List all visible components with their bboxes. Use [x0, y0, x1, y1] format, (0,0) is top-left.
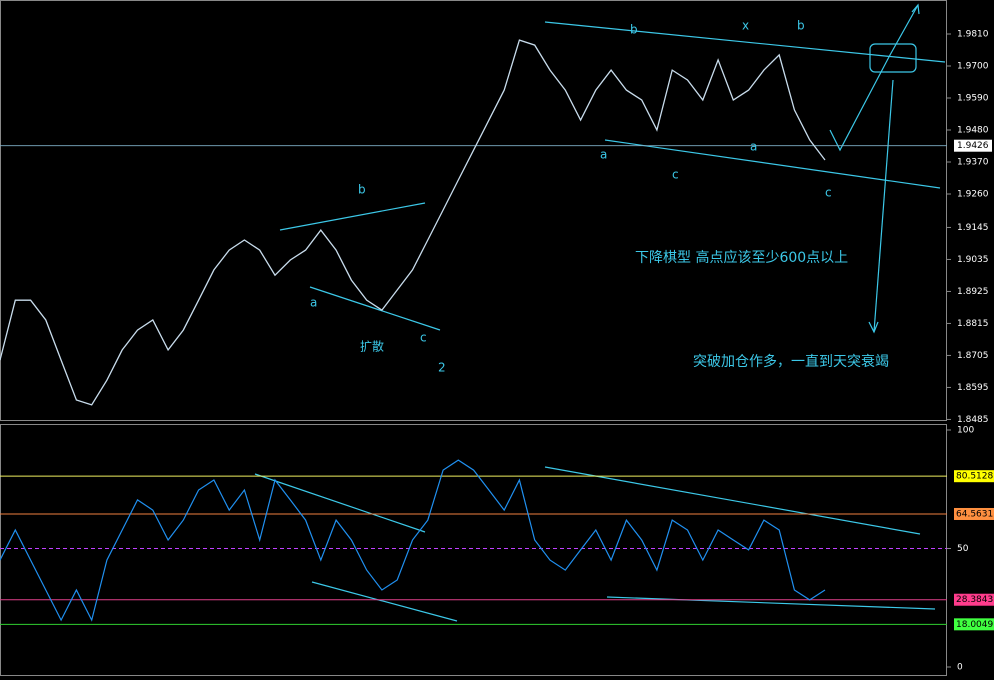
- trendline: [544, 466, 921, 535]
- annotation: b: [630, 23, 638, 37]
- annotation: c: [672, 168, 679, 182]
- arrow-down: [873, 79, 894, 333]
- annotation: 扩散: [360, 339, 384, 354]
- annotation: c: [825, 186, 832, 200]
- trendline: [606, 596, 936, 610]
- y-tick-label: 1.9700: [957, 61, 989, 71]
- level-box: [954, 507, 994, 520]
- y-tick-label: 1.8925: [957, 287, 989, 297]
- y-tick-label: 1.9810: [957, 30, 989, 40]
- price-line: [0, 39, 826, 406]
- annotation: b: [358, 183, 366, 197]
- level-box: [954, 470, 994, 483]
- highlight-box: [869, 43, 917, 73]
- y-tick-label: 1.9370: [957, 157, 989, 167]
- level-label: 18.0049: [956, 620, 993, 630]
- y-tick-label: 1.9480: [957, 125, 989, 135]
- y-tick-label: 1.8815: [957, 319, 989, 329]
- rsi-line: [0, 459, 826, 622]
- y-tick-label: 1.9145: [957, 223, 989, 233]
- annotation: 下降棋型 高点应该至少600点以上: [635, 249, 848, 266]
- price-frame: [0, 0, 947, 421]
- annotation: x: [742, 19, 749, 33]
- trendline: [309, 286, 441, 331]
- current-price-label: 1.9426: [957, 141, 989, 151]
- y-tick-label: 1.9260: [957, 189, 989, 199]
- y-tick-label: 0: [957, 663, 963, 673]
- trendlines: [254, 3, 946, 622]
- trendline: [311, 581, 458, 622]
- y-tick-label: 50: [957, 544, 969, 554]
- level-label: 80.5128: [956, 472, 993, 482]
- y-tick-label: 1.9035: [957, 255, 989, 265]
- current-price-box: [954, 139, 992, 152]
- y-tick-label: 1.8705: [957, 351, 989, 361]
- y-tick-label: 1.8595: [957, 383, 989, 393]
- y-tick-label: 1.8485: [957, 415, 989, 425]
- level-box: [954, 618, 994, 631]
- annotation: b: [797, 19, 805, 33]
- annotation: c: [420, 331, 427, 345]
- arrow-head: [868, 321, 879, 334]
- annotation: a: [750, 140, 757, 154]
- annotation: 突破加仓作多，一直到天突衰竭: [693, 353, 889, 370]
- level-box: [954, 593, 994, 606]
- annotation: a: [600, 148, 607, 162]
- trendline: [279, 202, 426, 231]
- annotation: a: [310, 296, 317, 310]
- y-tick-label: 100: [957, 426, 974, 436]
- trendline: [544, 21, 946, 63]
- trendline: [604, 139, 941, 189]
- level-label: 28.3843: [956, 595, 993, 605]
- arrow-path: [829, 4, 919, 152]
- arrow-head: [911, 3, 920, 15]
- trendline: [254, 473, 426, 533]
- annotation: 2: [438, 361, 446, 375]
- y-tick-label: 1.9590: [957, 93, 989, 103]
- level-label: 64.5631: [956, 509, 993, 519]
